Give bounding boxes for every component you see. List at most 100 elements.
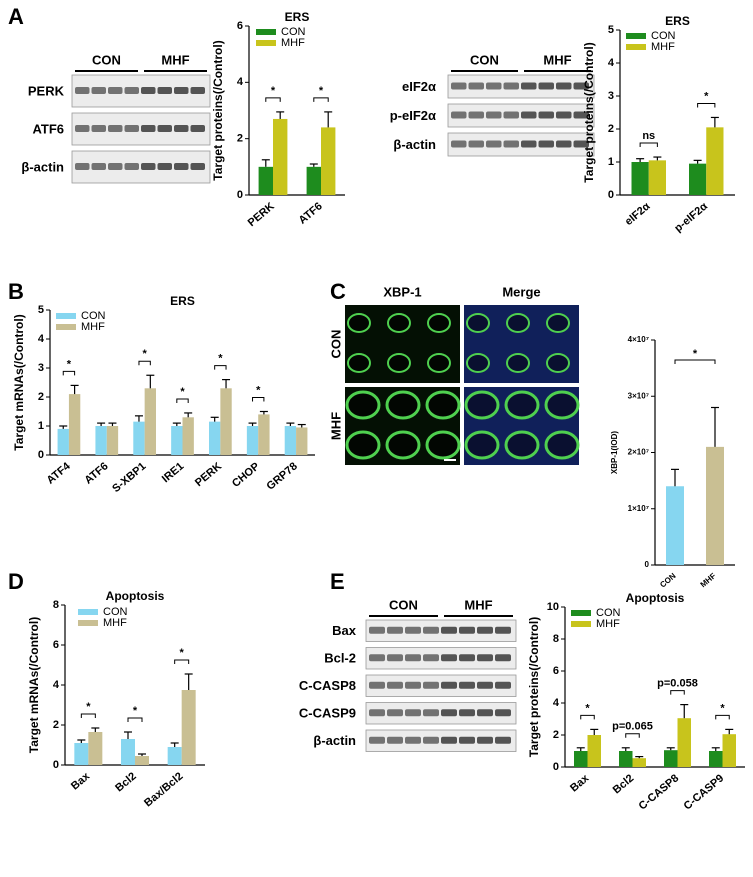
blot-band xyxy=(441,709,457,717)
gland xyxy=(425,390,461,420)
bar xyxy=(666,486,684,565)
y-axis-label: Target proteins(/Control) xyxy=(527,617,541,757)
blot-band xyxy=(108,125,123,132)
blot-band xyxy=(141,125,156,132)
blot-band xyxy=(538,82,554,90)
x-tick-label: ATF6 xyxy=(82,460,110,486)
blot-band xyxy=(486,82,502,90)
y-axis-label: Target proteins(/Control) xyxy=(211,40,225,180)
blot-band xyxy=(503,140,519,148)
y-tick-label: 5 xyxy=(608,24,614,36)
blot-band xyxy=(108,87,123,94)
gland xyxy=(427,313,451,333)
gland xyxy=(546,353,570,373)
significance-label: ns xyxy=(642,130,655,142)
significance-bracket xyxy=(62,370,76,376)
blot-band xyxy=(441,736,457,744)
significance-bracket xyxy=(580,714,595,720)
legend-label: CON xyxy=(103,606,128,618)
bar xyxy=(306,166,321,195)
y-tick-label: 10 xyxy=(547,601,559,613)
x-tick-label: Bcl2 xyxy=(611,772,637,796)
legend-swatch xyxy=(56,324,76,330)
bar xyxy=(106,426,119,455)
x-tick-label: CON xyxy=(658,571,678,589)
blot-row-label: C-CASP9 xyxy=(299,706,356,721)
blot-band xyxy=(521,82,537,90)
bar xyxy=(258,166,273,195)
blot-band xyxy=(369,654,385,662)
y-tick-label: 0 xyxy=(38,449,44,461)
y-tick-label: 2 xyxy=(553,729,559,741)
significance-label: * xyxy=(271,85,276,97)
bar xyxy=(182,417,194,455)
blot-band xyxy=(369,709,385,717)
blot-band xyxy=(405,736,421,744)
bar xyxy=(88,732,103,765)
significance-label: * xyxy=(256,384,261,396)
x-tick-label: Bcl2 xyxy=(113,770,139,794)
gland xyxy=(504,390,540,420)
y-tick-label: 8 xyxy=(553,633,559,645)
y-tick-label: 3 xyxy=(608,90,614,102)
significance-bracket xyxy=(697,102,716,108)
blot-band xyxy=(556,82,572,90)
gland xyxy=(464,390,500,420)
legend-swatch xyxy=(571,610,591,616)
significance-bracket xyxy=(176,398,189,403)
blot-band xyxy=(190,125,205,132)
blot-band xyxy=(423,626,439,634)
y-tick-label: 4 xyxy=(38,333,45,345)
panel-letter: A xyxy=(8,4,24,29)
blot-band xyxy=(451,140,467,148)
blot-band xyxy=(441,681,457,689)
blot-band xyxy=(190,163,205,170)
y-tick-label: 6 xyxy=(53,639,59,651)
bar xyxy=(220,388,232,455)
bar xyxy=(95,426,107,455)
bar xyxy=(167,747,182,765)
blot-band xyxy=(468,140,484,148)
blot-band xyxy=(521,140,537,148)
gland xyxy=(466,353,490,373)
blot-band xyxy=(91,163,106,170)
blot-row-label: Bax xyxy=(332,623,357,638)
blot-band xyxy=(423,681,439,689)
y-tick-label: 1×10⁷ xyxy=(628,504,649,513)
legend-swatch xyxy=(256,29,276,35)
bar xyxy=(574,751,588,767)
bar xyxy=(133,421,145,455)
blot-band xyxy=(459,654,475,662)
significance-label: p=0.058 xyxy=(657,678,698,690)
y-tick-label: 4 xyxy=(237,76,244,88)
significance-bracket xyxy=(252,397,265,402)
blot-band xyxy=(405,626,421,634)
blot-band xyxy=(91,125,106,132)
blot-band xyxy=(423,709,439,717)
blot-row-label: β-actin xyxy=(393,137,436,152)
gland xyxy=(387,313,411,333)
y-axis-label: XBP-1(IOD) xyxy=(610,431,619,474)
bar xyxy=(74,743,89,765)
significance-bracket xyxy=(138,360,151,366)
blot-band xyxy=(387,654,403,662)
blot-band xyxy=(405,654,421,662)
x-tick-label: Bax xyxy=(69,770,93,793)
y-tick-label: 2 xyxy=(237,133,243,145)
significance-bracket xyxy=(174,659,190,664)
blot-band xyxy=(141,87,156,94)
significance-label: * xyxy=(180,647,185,659)
y-tick-label: 6 xyxy=(553,665,559,677)
gland xyxy=(427,353,451,373)
blot-band xyxy=(503,111,519,119)
legend-label: MHF xyxy=(81,321,105,333)
bar xyxy=(706,127,724,195)
blot-row-label: ATF6 xyxy=(32,121,64,136)
y-tick-label: 5 xyxy=(38,304,44,316)
legend-swatch xyxy=(256,40,276,46)
significance-label: * xyxy=(133,705,138,717)
gland xyxy=(546,313,570,333)
y-tick-label: 4 xyxy=(608,57,615,69)
significance-bracket xyxy=(80,713,96,718)
bar xyxy=(68,394,81,455)
